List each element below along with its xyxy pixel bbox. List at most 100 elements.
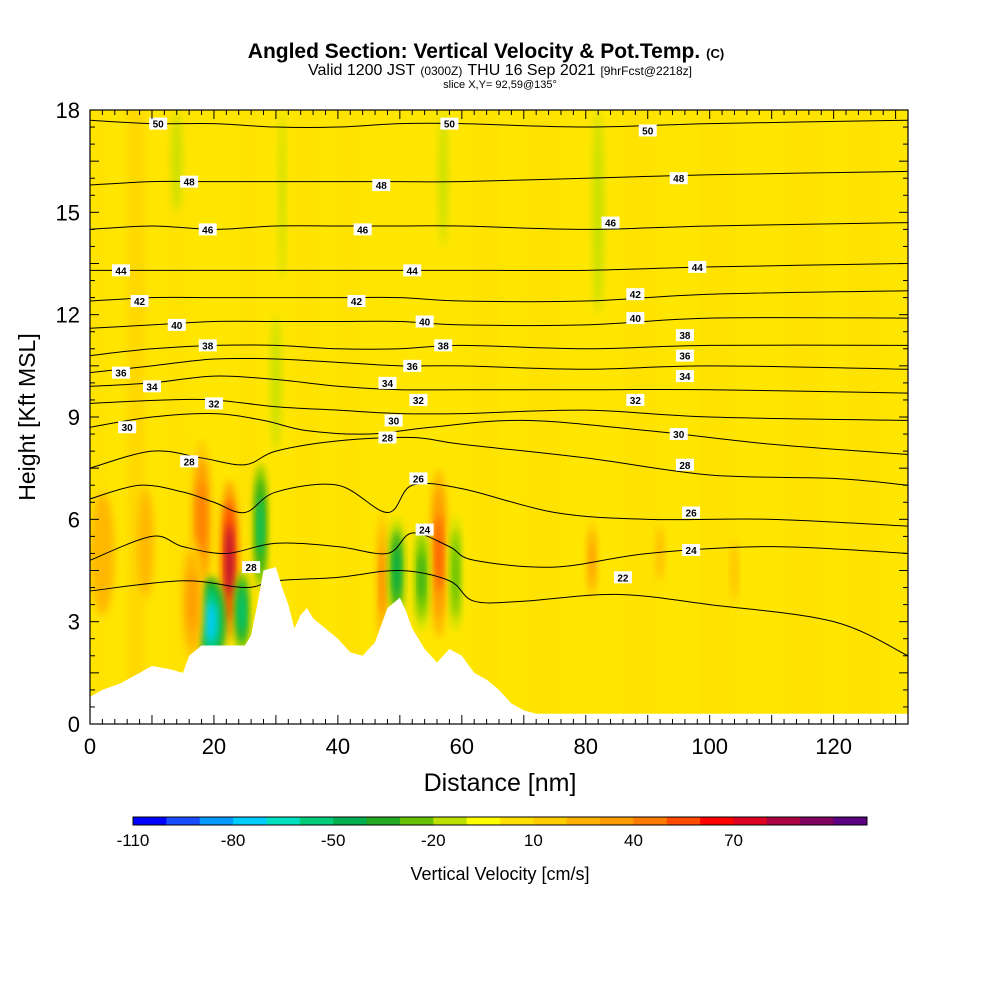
- theta-contours: [90, 119, 908, 657]
- theta-label-text: 26: [413, 474, 425, 485]
- theta-label-bg: [682, 544, 701, 557]
- theta-label: 40: [626, 312, 645, 325]
- colorbar-tick-label: -50: [321, 831, 346, 850]
- theta-label-bg: [409, 472, 428, 485]
- x-tick-label: 120: [815, 734, 852, 759]
- theta-label-bg: [353, 223, 372, 236]
- velocity-cell: [656, 526, 664, 581]
- theta-label-bg: [142, 380, 161, 393]
- plot-area: 50 50 50 48 48 48 46 46 46 44 44 44 42 42 42 40 40 40 38 38…: [90, 110, 908, 724]
- theta-label-text: 34: [679, 372, 691, 383]
- theta-label-text: 40: [419, 317, 431, 328]
- velocity-cell: [592, 110, 604, 315]
- velocity-cell-core: [171, 110, 182, 213]
- theta-label: 34: [142, 380, 161, 393]
- colorbar-frame: [132, 816, 868, 826]
- velocity-band: [474, 110, 499, 724]
- theta-label: 30: [669, 428, 688, 441]
- theta-label: 22: [613, 571, 632, 584]
- theta-label-bg: [347, 295, 366, 308]
- theta-contour-40: [90, 317, 908, 329]
- velocity-cell-core: [258, 497, 263, 555]
- velocity-cell-core: [197, 482, 206, 557]
- theta-contour-labels: 50 50 50 48 48 48 46 46 46 44 44 44 42 42 42 40 40 40 38 38…: [111, 117, 707, 584]
- theta-contour-22: [90, 569, 908, 657]
- theta-label-text: 28: [246, 563, 258, 574]
- theta-label-text: 44: [407, 266, 419, 277]
- theta-label-bg: [111, 264, 130, 277]
- y-tick-label: 12: [56, 303, 80, 328]
- theta-label-bg: [198, 223, 217, 236]
- velocity-cell: [90, 492, 115, 615]
- theta-label-text: 50: [444, 120, 456, 131]
- theta-label: 26: [682, 506, 701, 520]
- colorbar-swatch: [533, 817, 568, 825]
- theta-label-text: 38: [679, 331, 691, 342]
- colorbar-swatch: [233, 817, 267, 825]
- colorbar-swatch: [566, 817, 601, 825]
- colorbar-tick-label: -110: [117, 831, 150, 850]
- velocity-cell-core: [592, 110, 604, 315]
- theta-label-bg: [378, 376, 397, 389]
- theta-contour-50: [90, 119, 908, 128]
- theta-label-bg: [111, 366, 130, 379]
- theta-label-bg: [626, 312, 645, 325]
- velocity-cell: [171, 110, 182, 213]
- theta-label: 32: [409, 393, 428, 407]
- theta-label: 24: [682, 544, 701, 557]
- theta-label: 50: [149, 117, 168, 131]
- theta-label-bg: [675, 458, 694, 471]
- theta-label-text: 38: [202, 341, 214, 352]
- theta-label: 38: [434, 339, 453, 352]
- theta-label: 44: [403, 264, 422, 277]
- theta-contour-34: [90, 375, 908, 394]
- theta-label-bg: [669, 428, 688, 441]
- theta-label-bg: [149, 117, 168, 130]
- velocity-band: [622, 110, 661, 724]
- chart-title: Angled Section: Vertical Velocity & Pot.…: [248, 40, 724, 63]
- theta-label-bg: [403, 359, 422, 372]
- theta-label-text: 38: [438, 341, 450, 352]
- theta-label-bg: [626, 393, 645, 406]
- colorbar-swatch: [433, 817, 468, 825]
- theta-label-text: 48: [184, 178, 196, 189]
- theta-label: 24: [415, 523, 434, 537]
- theta-label: 28: [180, 455, 199, 468]
- theta-label: 28: [675, 458, 694, 472]
- terrain-profile: [90, 567, 908, 724]
- theta-label-text: 36: [407, 362, 419, 373]
- theta-label-text: 32: [630, 396, 642, 407]
- velocity-cell-core: [279, 110, 286, 281]
- colorbar-tick-label: -20: [421, 831, 446, 850]
- y-tick-label: 18: [56, 98, 80, 123]
- theta-label-text: 42: [134, 297, 146, 308]
- velocity-cell: [220, 480, 239, 641]
- theta-label-text: 50: [642, 126, 654, 137]
- velocity-band: [784, 110, 822, 724]
- theta-label: 40: [167, 318, 186, 332]
- theta-label: 30: [384, 414, 403, 427]
- theta-label-text: 36: [115, 369, 127, 380]
- velocity-band: [846, 110, 884, 724]
- theta-label: 38: [198, 339, 217, 352]
- theta-contour-26: [90, 482, 908, 527]
- theta-label: 36: [403, 359, 422, 373]
- theta-label-text: 30: [388, 416, 400, 427]
- velocity-cell-core: [137, 488, 154, 598]
- theta-label-text: 28: [184, 457, 196, 468]
- theta-label: 48: [180, 175, 199, 189]
- theta-label: 36: [675, 349, 694, 363]
- theta-label-text: 46: [357, 225, 369, 236]
- theta-label-bg: [601, 216, 620, 229]
- velocity-cell: [270, 314, 281, 452]
- colorbar-tick-label: 70: [724, 831, 743, 850]
- x-tick-label: 40: [326, 734, 350, 759]
- velocity-cell-core: [731, 539, 738, 602]
- velocity-cell: [195, 577, 226, 667]
- velocity-cell-core: [438, 110, 448, 247]
- theta-label-bg: [688, 260, 707, 273]
- theta-label-bg: [638, 124, 657, 137]
- velocity-cell: [234, 571, 250, 652]
- theta-label-text: 40: [171, 321, 183, 332]
